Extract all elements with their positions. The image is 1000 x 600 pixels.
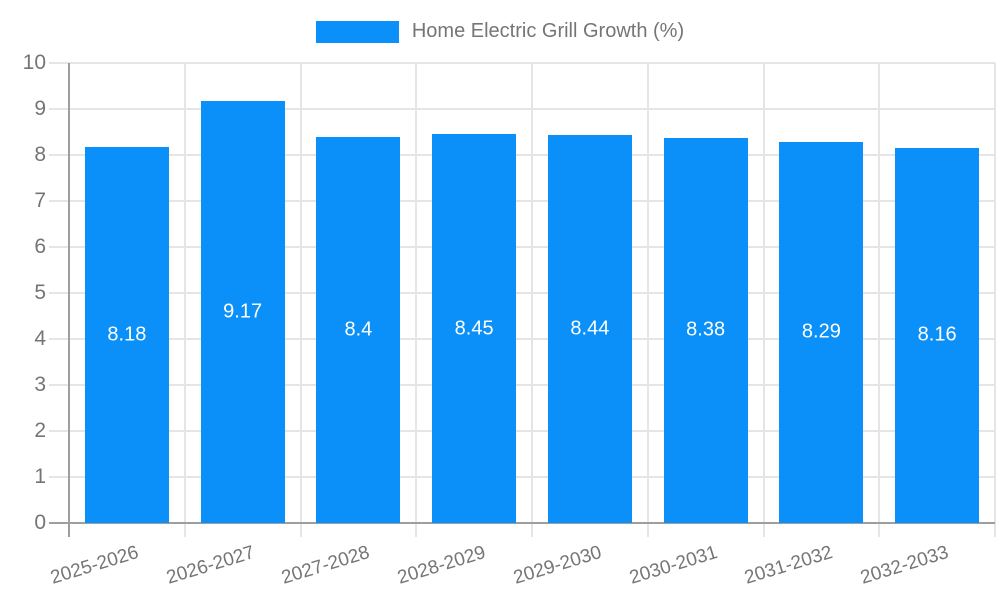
x-gridline — [299, 63, 302, 537]
y-tick-label: 1 — [34, 465, 46, 488]
legend[interactable]: Home Electric Grill Growth (%) — [0, 20, 1000, 43]
y-tick-label: 0 — [34, 511, 46, 534]
y-tick-label: 4 — [34, 327, 46, 350]
x-gridline — [878, 63, 881, 537]
legend-label: Home Electric Grill Growth (%) — [411, 20, 685, 42]
bar[interactable] — [84, 146, 169, 523]
y-tick-label: 8 — [34, 143, 46, 166]
x-gridline — [994, 63, 996, 537]
y-gridline — [49, 154, 995, 156]
bar[interactable] — [895, 147, 980, 523]
y-tick-label: 6 — [34, 235, 46, 258]
y-axis-line — [68, 63, 70, 537]
x-gridline — [762, 63, 765, 537]
bar[interactable] — [316, 136, 401, 523]
y-gridline — [49, 430, 995, 432]
y-tick-label: 9 — [34, 97, 46, 120]
y-tick-label: 5 — [34, 281, 46, 304]
y-gridline — [49, 292, 995, 294]
x-gridline — [531, 63, 533, 537]
y-tick-label: 2 — [34, 419, 46, 442]
y-tick-label: 3 — [34, 373, 46, 396]
bar[interactable] — [779, 141, 864, 523]
y-tick-label: 7 — [34, 189, 46, 212]
y-gridline — [49, 476, 995, 478]
x-gridline — [183, 63, 186, 537]
y-gridline — [49, 384, 995, 386]
y-gridline — [49, 246, 995, 248]
bar[interactable] — [547, 134, 632, 523]
x-tick-label: 2032-2033 — [858, 542, 952, 589]
bar[interactable] — [432, 134, 517, 523]
y-gridline — [49, 200, 995, 202]
y-gridline — [49, 108, 995, 110]
legend-swatch — [315, 20, 399, 43]
y-gridline — [49, 62, 995, 64]
x-gridline — [415, 63, 418, 537]
x-axis-line — [49, 522, 995, 524]
x-gridline — [646, 63, 649, 537]
bar[interactable] — [200, 101, 285, 523]
bar[interactable] — [663, 137, 748, 523]
y-tick-label: 10 — [22, 51, 46, 74]
y-gridline — [49, 338, 995, 340]
